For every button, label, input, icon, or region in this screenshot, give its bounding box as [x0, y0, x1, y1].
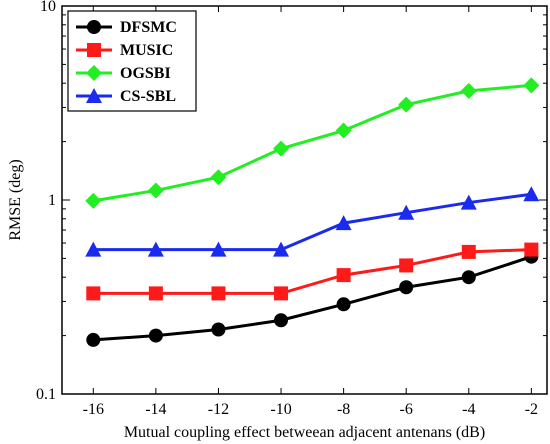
- legend-label: OGSBI: [120, 65, 171, 82]
- series-dfsmc: [86, 249, 539, 347]
- series-layer: [85, 77, 540, 347]
- series-line: [93, 192, 532, 252]
- data-point: [398, 96, 415, 113]
- x-axis-title: Mutual coupling effect betweean adjacent…: [124, 424, 485, 441]
- data-point: [398, 204, 415, 220]
- data-point: [336, 268, 351, 283]
- y-tick-label: 10: [40, 0, 56, 15]
- legend-item: CS-SBL: [76, 88, 176, 105]
- x-tick-label: -6: [400, 401, 413, 418]
- legend-label: MUSIC: [120, 42, 173, 59]
- x-tick-label: -16: [83, 401, 104, 418]
- data-point: [86, 332, 101, 347]
- data-point: [85, 241, 102, 257]
- data-point: [461, 244, 476, 259]
- data-point: [523, 77, 540, 94]
- data-point: [461, 270, 476, 285]
- data-point: [85, 192, 102, 209]
- data-point: [211, 286, 226, 301]
- y-axis: 0.1 1 10: [36, 0, 547, 403]
- series-line: [93, 248, 532, 295]
- data-point: [336, 297, 351, 312]
- series-ogsbi: [85, 77, 540, 209]
- legend-marker: [86, 65, 102, 81]
- legend: DFSMC MUSIC OGSBI CS-SBL: [67, 10, 197, 112]
- data-point: [211, 322, 226, 337]
- legend-marker: [86, 88, 102, 103]
- data-point: [523, 186, 540, 202]
- data-point: [274, 286, 289, 301]
- legend-item: MUSIC: [76, 42, 173, 59]
- y-axis-title: RMSE (deg): [7, 159, 24, 240]
- data-point: [460, 82, 477, 99]
- y-tick-label: 0.1: [36, 386, 56, 403]
- x-tick-label: -4: [462, 401, 475, 418]
- data-point: [273, 241, 290, 257]
- data-point: [399, 258, 414, 273]
- series-line: [93, 255, 532, 342]
- data-point: [148, 286, 163, 301]
- x-tick-label: -2: [525, 401, 538, 418]
- x-tick-label: -12: [208, 401, 229, 418]
- data-point: [335, 215, 352, 231]
- data-point: [210, 241, 227, 257]
- series-cs-sbl: [85, 186, 540, 257]
- series-line: [93, 83, 532, 203]
- legend-label: CS-SBL: [120, 88, 176, 105]
- legend-item: DFSMC: [76, 19, 177, 36]
- data-point: [148, 328, 163, 343]
- x-tick-label: -14: [145, 401, 166, 418]
- data-point: [86, 286, 101, 301]
- data-point: [335, 122, 352, 139]
- data-point: [147, 182, 164, 199]
- y-tick-label: 1: [48, 192, 56, 209]
- data-point: [273, 140, 290, 157]
- legend-label: DFSMC: [120, 19, 177, 36]
- legend-marker: [87, 43, 101, 57]
- x-tick-label: -10: [270, 401, 291, 418]
- legend-marker: [87, 20, 101, 34]
- legend-item: OGSBI: [76, 65, 171, 82]
- data-point: [524, 242, 539, 257]
- data-point: [460, 194, 477, 210]
- data-point: [274, 313, 289, 328]
- x-axis: -16 -14 -12 -10 -8 -6 -4 -2: [83, 6, 538, 418]
- data-point: [399, 280, 414, 295]
- series-music: [86, 242, 539, 301]
- data-point: [210, 169, 227, 186]
- x-tick-label: -8: [337, 401, 350, 418]
- data-point: [147, 241, 164, 257]
